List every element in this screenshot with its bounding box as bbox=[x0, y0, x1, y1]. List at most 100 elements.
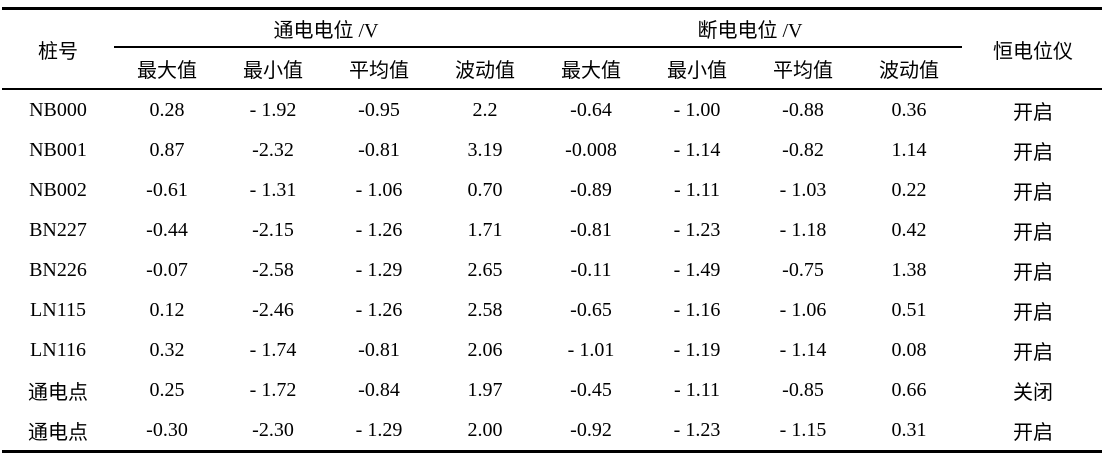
value-cell: - 1.06 bbox=[355, 178, 403, 201]
subheader-off-min: 最小值 bbox=[644, 47, 750, 90]
subheader-off-avg: 平均值 bbox=[750, 47, 856, 90]
value-cell: 1.14 bbox=[891, 138, 927, 161]
potentiostat-status-cell: 开启 bbox=[1013, 301, 1053, 324]
subheader-off-max: 最大值 bbox=[538, 47, 644, 90]
subheader-on-max: 最大值 bbox=[114, 47, 220, 90]
subheader-off-fluctuation: 波动值 bbox=[856, 47, 962, 90]
value-cell: 0.36 bbox=[891, 98, 927, 121]
value-cell: - 1.06 bbox=[779, 298, 827, 321]
table-row: LN115 0.12 -2.46 - 1.26 2.58 -0.65 - 1.16 - 1.0… bbox=[2, 290, 1102, 330]
value-cell: 1.38 bbox=[891, 258, 927, 281]
value-cell: 0.31 bbox=[891, 418, 927, 441]
potentiostat-status-cell: 开启 bbox=[1013, 221, 1053, 244]
value-cell: -0.44 bbox=[146, 218, 188, 241]
value-cell: -0.30 bbox=[146, 418, 188, 441]
value-cell: - 1.00 bbox=[673, 98, 721, 121]
value-cell: 0.42 bbox=[891, 218, 927, 241]
potentiostat-status-cell: 关闭 bbox=[1013, 381, 1053, 404]
value-cell: -2.58 bbox=[252, 258, 294, 281]
table-row: NB000 0.28 - 1.92 -0.95 2.2 -0.64 - 1.00 -0.88 0… bbox=[2, 89, 1102, 130]
value-cell: - 1.26 bbox=[355, 298, 403, 321]
value-cell: -0.75 bbox=[782, 258, 824, 281]
value-cell: -0.008 bbox=[565, 138, 617, 161]
table-row: 通电点 -0.30 -2.30 - 1.29 2.00 -0.92 - 1.23 - 1.15… bbox=[2, 410, 1102, 452]
value-cell: - 1.16 bbox=[673, 298, 721, 321]
value-cell: - 1.03 bbox=[779, 178, 827, 201]
table-row: 通电点 0.25 - 1.72 -0.84 1.97 -0.45 - 1.11 -0.85 0.… bbox=[2, 370, 1102, 410]
value-cell: -0.88 bbox=[782, 98, 824, 121]
potentiostat-status-cell: 开启 bbox=[1013, 261, 1053, 284]
value-cell: 2.2 bbox=[472, 98, 498, 121]
value-cell: -2.30 bbox=[252, 418, 294, 441]
table-row: BN227 -0.44 -2.15 - 1.26 1.71 -0.81 - 1.23 - 1.… bbox=[2, 210, 1102, 250]
value-cell: 1.97 bbox=[467, 378, 503, 401]
value-cell: 2.00 bbox=[467, 418, 503, 441]
group-header-row: 桩号 通电电位 /V 断电电位 /V 恒电位仪 bbox=[2, 8, 1102, 90]
table-header: 桩号 通电电位 /V 断电电位 /V 恒电位仪 最大值 最小值 平均值 波动值 … bbox=[2, 8, 1102, 90]
value-cell: - 1.18 bbox=[779, 218, 827, 241]
value-cell: -0.64 bbox=[570, 98, 612, 121]
value-cell: 0.12 bbox=[149, 298, 185, 321]
table-body: NB000 0.28 - 1.92 -0.95 2.2 -0.64 - 1.00 -0.88 0… bbox=[2, 89, 1102, 452]
value-cell: - 1.23 bbox=[673, 418, 721, 441]
value-cell: -0.95 bbox=[358, 98, 400, 121]
value-cell: - 1.29 bbox=[355, 418, 403, 441]
value-cell: -0.07 bbox=[146, 258, 188, 281]
table-row: NB001 0.87 -2.32 -0.81 3.19 -0.008 - 1.14 -0.82… bbox=[2, 130, 1102, 170]
value-cell: 0.87 bbox=[149, 138, 185, 161]
value-cell: - 1.49 bbox=[673, 258, 721, 281]
value-cell: 0.32 bbox=[149, 338, 185, 361]
value-cell: - 1.19 bbox=[673, 338, 721, 361]
value-cell: 0.70 bbox=[467, 178, 503, 201]
value-cell: 0.66 bbox=[891, 378, 927, 401]
value-cell: - 1.14 bbox=[779, 338, 827, 361]
value-cell: -2.32 bbox=[252, 138, 294, 161]
table-row: BN226 -0.07 -2.58 - 1.29 2.65 -0.11 - 1.49 -0.7… bbox=[2, 250, 1102, 290]
value-cell: - 1.72 bbox=[249, 378, 297, 401]
value-cell: -0.61 bbox=[146, 178, 188, 201]
potentiostat-status-cell: 开启 bbox=[1013, 181, 1053, 204]
value-cell: 0.25 bbox=[149, 378, 185, 401]
potentiostat-status-cell: 开启 bbox=[1013, 101, 1053, 124]
pile-id-cell: BN227 bbox=[29, 218, 87, 241]
pile-id-cell: LN115 bbox=[30, 298, 86, 321]
potentiostat-header: 恒电位仪 bbox=[962, 8, 1102, 90]
value-cell: - 1.01 bbox=[567, 338, 615, 361]
value-cell: - 1.11 bbox=[674, 178, 720, 201]
off-potential-group-header: 断电电位 /V bbox=[538, 8, 962, 48]
pile-id-cell: 通电点 bbox=[28, 381, 88, 404]
value-cell: -0.81 bbox=[358, 338, 400, 361]
subheader-on-min: 最小值 bbox=[220, 47, 326, 90]
value-cell: -0.11 bbox=[570, 258, 612, 281]
value-cell: 2.58 bbox=[467, 298, 503, 321]
value-cell: -0.81 bbox=[358, 138, 400, 161]
value-cell: 0.28 bbox=[149, 98, 185, 121]
value-cell: -0.82 bbox=[782, 138, 824, 161]
pile-id-header: 桩号 bbox=[2, 8, 114, 90]
value-cell: -0.45 bbox=[570, 378, 612, 401]
pile-id-cell: LN116 bbox=[30, 338, 86, 361]
value-cell: -0.84 bbox=[358, 378, 400, 401]
value-cell: - 1.23 bbox=[673, 218, 721, 241]
value-cell: -2.46 bbox=[252, 298, 294, 321]
sub-header-row: 最大值 最小值 平均值 波动值 最大值 最小值 平均值 波动值 bbox=[2, 47, 1102, 90]
value-cell: -0.81 bbox=[570, 218, 612, 241]
potentiostat-status-cell: 开启 bbox=[1013, 141, 1053, 164]
value-cell: - 1.14 bbox=[673, 138, 721, 161]
value-cell: - 1.11 bbox=[674, 378, 720, 401]
value-cell: 2.06 bbox=[467, 338, 503, 361]
pile-id-cell: NB002 bbox=[29, 178, 87, 201]
value-cell: - 1.29 bbox=[355, 258, 403, 281]
subheader-on-fluctuation: 波动值 bbox=[432, 47, 538, 90]
value-cell: 0.08 bbox=[891, 338, 927, 361]
value-cell: 1.71 bbox=[467, 218, 503, 241]
pile-id-cell: NB000 bbox=[29, 98, 87, 121]
value-cell: -0.65 bbox=[570, 298, 612, 321]
subheader-on-avg: 平均值 bbox=[326, 47, 432, 90]
value-cell: 3.19 bbox=[467, 138, 503, 161]
pile-id-cell: NB001 bbox=[29, 138, 87, 161]
value-cell: -0.85 bbox=[782, 378, 824, 401]
pile-id-cell: BN226 bbox=[29, 258, 87, 281]
value-cell: -2.15 bbox=[252, 218, 294, 241]
